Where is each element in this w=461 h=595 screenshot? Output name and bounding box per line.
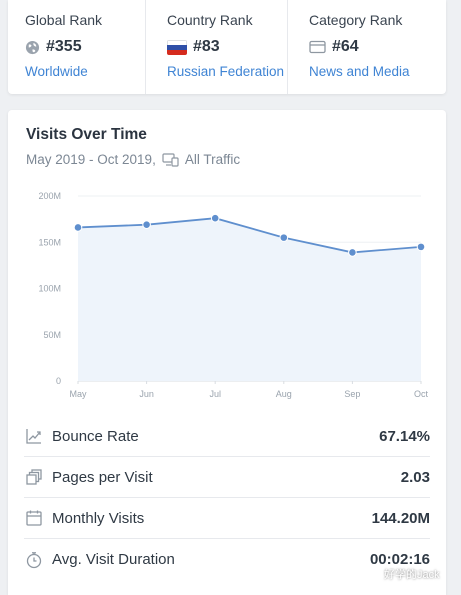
y-tick-label: 150M [38,237,61,247]
wechat-icon [366,568,380,580]
y-tick-label: 200M [38,191,61,201]
traffic-devices-icon [162,152,179,167]
visits-card: Visits Over Time May 2019 - Oct 2019, Al… [8,110,446,595]
y-tick-label: 0 [56,376,61,386]
data-point-oct [416,242,426,252]
metric-value: 00:02:16 [369,551,430,568]
metric-label: Avg. Visit Duration [52,551,175,568]
x-tick-label: Jun [139,389,154,399]
country-rank-title: Country Rank [167,12,253,28]
watermark: 好学的Jack [366,566,440,582]
metric-value: 2.03 [400,468,430,486]
date-range: May 2019 - Oct 2019, [26,152,156,167]
visits-title: Visits Over Time [26,126,147,143]
data-point-jul [210,213,220,223]
category-rank-section: Category Rank #64 News and Media [288,0,446,94]
visits-area [78,218,421,381]
data-point-may [73,223,83,232]
x-tick-label: May [69,389,87,399]
category-card-icon [309,40,326,54]
metric-value: 144.20M [371,509,430,527]
metric-label: Monthly Visits [52,509,145,527]
stopwatch-icon [24,550,44,570]
rank-card: Global Rank #355 Worldwide Country Rank … [8,0,446,94]
metric-label: Pages per Visit [52,468,153,486]
x-tick-label: Aug [276,389,292,399]
visits-chart-svg: 0 50M 100M 150M 200M May Jun Jul Aug Sep Oct [38,191,429,399]
data-point-jun [142,220,151,229]
globe-icon [25,40,40,54]
metric-label: Bounce Rate [52,427,139,445]
pages-icon [24,467,44,487]
y-tick-label: 100M [38,284,61,294]
global-rank-value: #355 [46,38,82,55]
data-point-aug [279,233,289,242]
country-rank-section: Country Rank #83 Russian Federation [146,0,288,94]
x-tick-label: Oct [414,389,429,399]
visits-subtitle: May 2019 - Oct 2019, All Traffic [26,152,240,167]
watermark-text: 好学的Jack [384,569,440,581]
category-rank-value: #64 [332,38,359,55]
metric-row-pages-per-visit: Pages per Visit 2.03 [24,457,430,498]
visits-line [77,217,422,254]
bounce-rate-icon [24,426,44,446]
global-rank-title: Global Rank [25,12,103,28]
category-rank-title: Category Rank [309,12,403,28]
calendar-icon [24,508,44,528]
russia-flag-icon [167,39,187,55]
x-tick-label: Sep [344,389,360,399]
metrics-list: Bounce Rate 67.14% Pages per Visit 2.03 [24,416,430,580]
x-tick-label: Jul [209,389,221,399]
metric-row-avg-visit-duration: Avg. Visit Duration 00:02:16 [24,539,430,580]
metric-value: 67.14% [379,427,430,445]
metric-row-bounce-rate: Bounce Rate 67.14% [24,416,430,457]
country-link[interactable]: Russian Federation [167,64,285,79]
visits-chart: 0 50M 100M 150M 200M May Jun Jul Aug Sep Oct [8,110,446,410]
y-tick-label: 50M [43,330,61,340]
traffic-type: All Traffic [184,152,241,167]
metric-row-monthly-visits: Monthly Visits 144.20M [24,498,430,539]
country-rank-value: #83 [193,38,220,55]
global-rank-section: Global Rank #355 Worldwide [8,0,146,94]
worldwide-link[interactable]: Worldwide [25,64,88,79]
category-link[interactable]: News and Media [309,64,410,79]
data-point-sep [348,248,357,257]
